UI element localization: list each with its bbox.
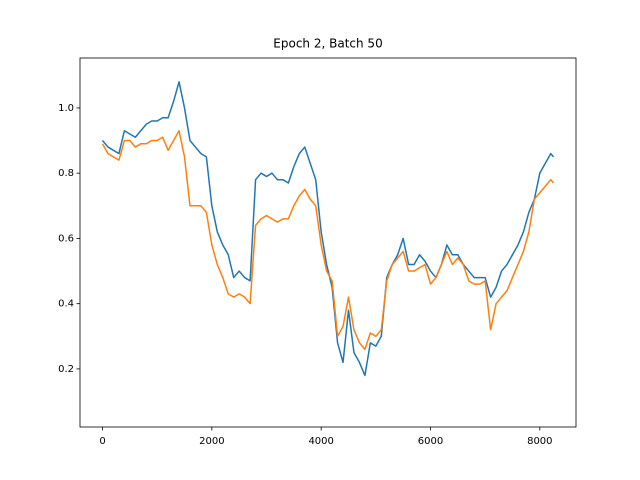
axes-frame xyxy=(79,57,577,428)
chart-title: Epoch 2, Batch 50 xyxy=(273,37,382,51)
x-tick-label: 4000 xyxy=(308,436,333,447)
y-tick-label: 0.2 xyxy=(58,364,74,375)
x-tick-label: 2000 xyxy=(199,436,224,447)
line-series xyxy=(101,81,555,377)
y-tick-label: 0.8 xyxy=(58,168,74,179)
x-tick-label: 6000 xyxy=(418,436,443,447)
x-tick-label: 0 xyxy=(99,436,105,447)
y-tick-label: 0.4 xyxy=(58,299,74,310)
y-tick-label: 0.6 xyxy=(58,233,74,244)
y-tick-label: 1.0 xyxy=(58,103,74,114)
line-series xyxy=(101,130,555,351)
x-tick-label: 8000 xyxy=(527,436,552,447)
